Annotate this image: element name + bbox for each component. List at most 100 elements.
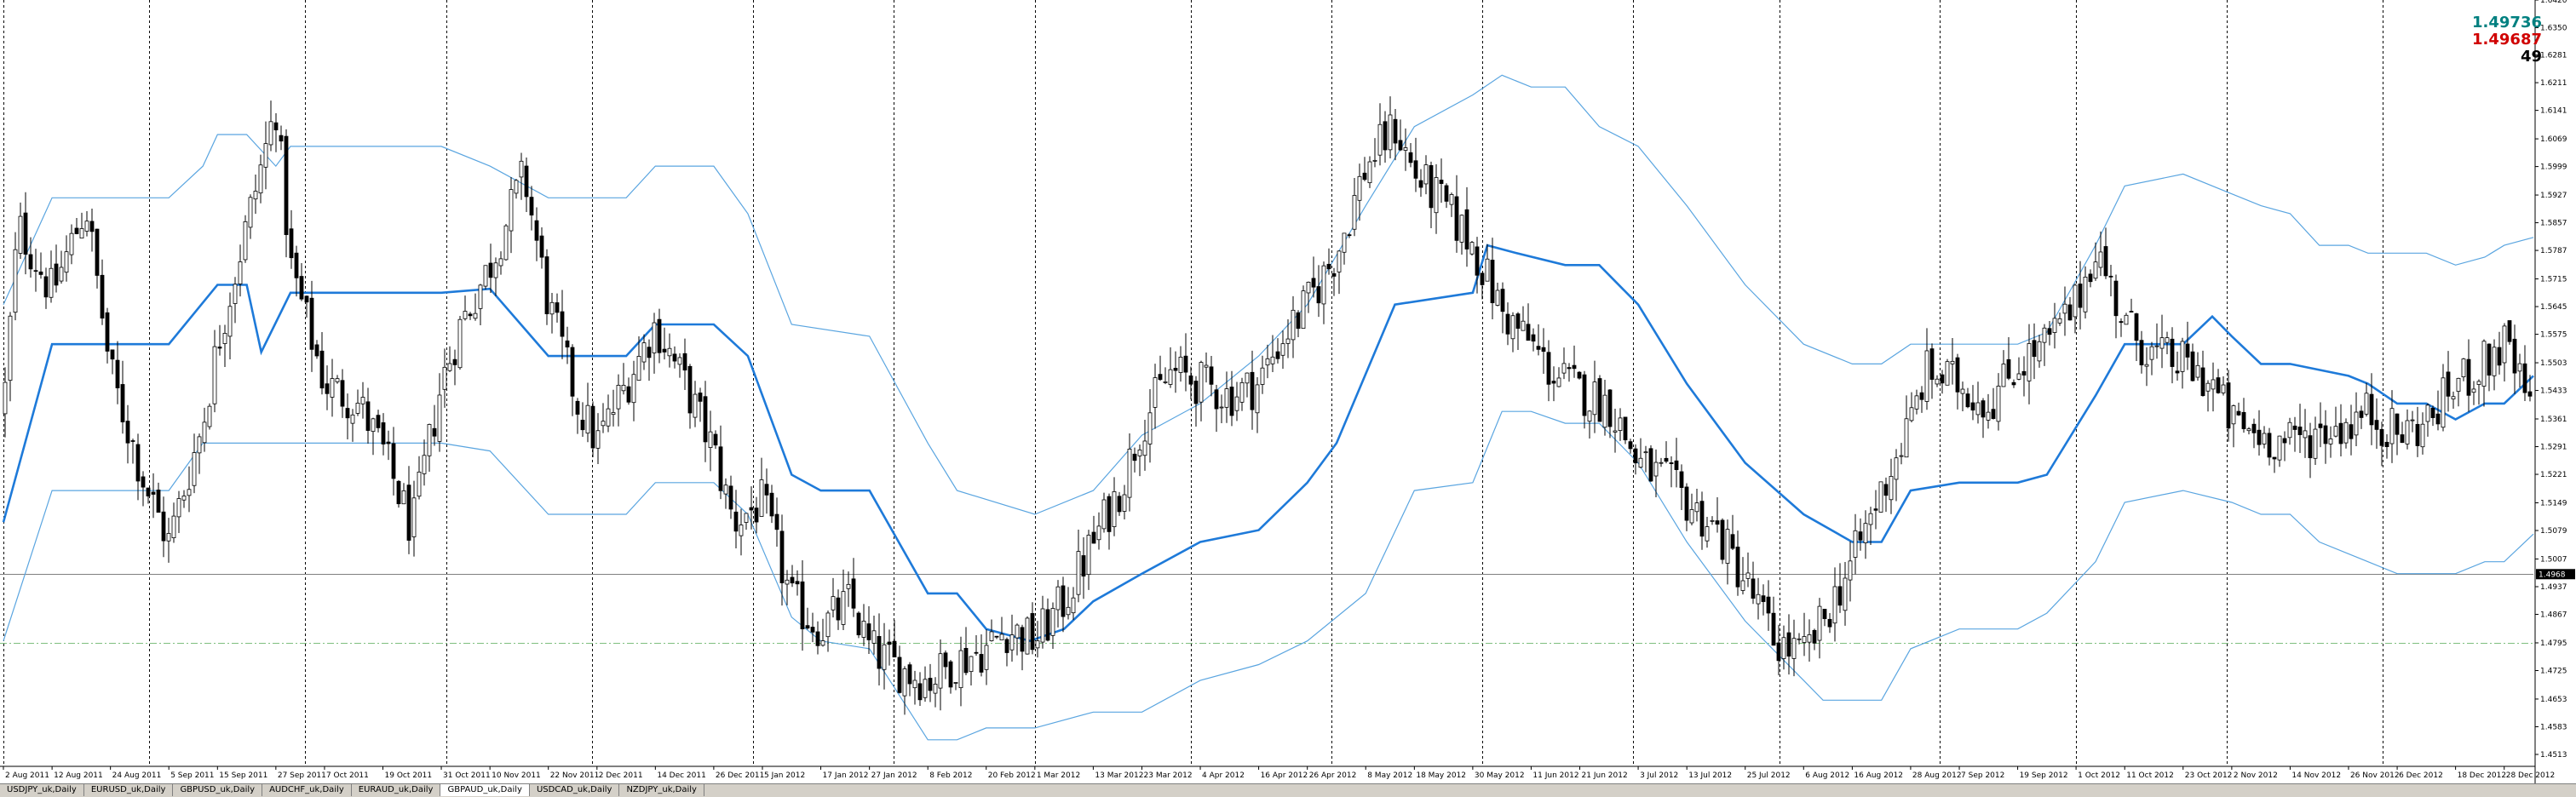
candle-body-down xyxy=(1873,508,1878,511)
candle xyxy=(1751,561,1756,605)
candle xyxy=(1275,338,1280,364)
candle xyxy=(1209,355,1214,397)
candle-body-up xyxy=(759,479,764,517)
tab-audchf[interactable]: AUDCHF_uk,Daily xyxy=(262,784,352,796)
candle-body-down xyxy=(2011,381,2016,386)
candle xyxy=(130,439,135,464)
price-tick-label: 1.5361 xyxy=(2540,416,2567,424)
candle-body-down xyxy=(1827,618,1832,628)
candle xyxy=(1040,595,1045,649)
candle xyxy=(1669,456,1674,488)
candle xyxy=(2241,398,2246,433)
candle xyxy=(478,284,483,325)
time-tick-label: 11 Oct 2012 xyxy=(2126,771,2174,780)
candle xyxy=(2497,331,2502,375)
candle xyxy=(1280,330,1285,370)
candle xyxy=(3,367,8,438)
candle-body-up xyxy=(1495,290,1500,306)
candle-body-up xyxy=(1561,363,1567,374)
candle-body-down xyxy=(1464,209,1469,249)
candle xyxy=(749,486,754,530)
tab-gbpaud[interactable]: GBPAUD_uk,Daily xyxy=(440,784,530,796)
candle-body-up xyxy=(1280,343,1285,356)
candle xyxy=(1127,433,1132,512)
candle-body-up xyxy=(595,430,601,449)
candle-body-up xyxy=(2001,364,2006,387)
candle xyxy=(1219,394,1224,424)
price-tick-label: 1.5221 xyxy=(2540,471,2567,479)
candle-body-up xyxy=(1791,638,1797,659)
price-tick-label: 1.6281 xyxy=(2540,52,2567,60)
candle xyxy=(1909,392,1914,422)
candle xyxy=(2180,337,2185,389)
candle xyxy=(785,570,790,605)
candle xyxy=(498,251,503,275)
candle-body-up xyxy=(483,265,488,287)
candle xyxy=(1950,338,1955,385)
candle xyxy=(1802,612,1807,657)
candle xyxy=(2231,404,2236,448)
candle xyxy=(999,616,1004,640)
tab-usdcad[interactable]: USDCAD_uk,Daily xyxy=(529,784,620,796)
quote-box: 1.49736 1.49687 49 xyxy=(2472,14,2542,66)
candle-body-down xyxy=(2400,434,2405,444)
candle-body-up xyxy=(820,640,825,646)
candle-body-up xyxy=(1219,406,1224,409)
candle xyxy=(1413,137,1418,192)
price-tick-label: 1.5503 xyxy=(2540,359,2567,368)
candle xyxy=(233,277,238,324)
candle xyxy=(892,620,897,658)
candle xyxy=(938,639,943,711)
candle xyxy=(2001,350,2006,387)
candle-body-down xyxy=(2349,424,2354,439)
candle-body-up xyxy=(1848,560,1853,581)
candle xyxy=(1756,577,1761,620)
candle xyxy=(1761,584,1766,616)
candle xyxy=(248,194,253,239)
candle xyxy=(89,208,95,252)
candle xyxy=(590,401,595,458)
tab-euraud[interactable]: EURAUD_uk,Daily xyxy=(351,784,441,796)
candle xyxy=(1607,388,1613,439)
time-tick-label: 6 Aug 2012 xyxy=(1805,771,1849,780)
candle xyxy=(1541,328,1546,374)
candle-body-up xyxy=(1112,491,1117,527)
candle-body-down xyxy=(1429,164,1434,209)
candle xyxy=(2374,398,2379,450)
candle xyxy=(2200,350,2205,397)
candle xyxy=(1817,598,1822,659)
candle-body-down xyxy=(345,408,350,419)
candle xyxy=(1822,608,1827,627)
candle xyxy=(243,215,248,263)
candle-body-up xyxy=(2159,337,2165,349)
tab-eurusd[interactable]: EURUSD_uk,Daily xyxy=(83,784,174,796)
candle xyxy=(1081,536,1086,599)
candle xyxy=(657,308,662,364)
candle-body-up xyxy=(1469,242,1475,255)
candle-body-down xyxy=(856,612,861,636)
tab-nzdjpy[interactable]: NZDJPY_uk,Daily xyxy=(619,784,704,796)
candle-body-up xyxy=(2073,284,2078,318)
candle xyxy=(831,577,836,618)
candle xyxy=(2205,380,2211,412)
candle xyxy=(1699,491,1705,550)
candle xyxy=(1827,612,1832,634)
candle xyxy=(1383,111,1388,163)
tab-gbpusd[interactable]: GBPUSD_uk,Daily xyxy=(173,784,263,796)
candle-body-up xyxy=(463,311,468,319)
candle xyxy=(176,490,181,533)
candle-body-down xyxy=(2395,413,2400,435)
candle-body-up xyxy=(636,356,641,381)
horizontal-lines xyxy=(0,574,2533,644)
candle xyxy=(1546,340,1551,402)
candle-body-down xyxy=(1490,260,1495,304)
time-tick-label: 22 Nov 2011 xyxy=(550,771,600,780)
candle xyxy=(2522,345,2527,402)
tab-usdjpy[interactable]: USDJPY_uk,Daily xyxy=(0,784,84,796)
candle xyxy=(1628,439,1633,454)
candle-body-up xyxy=(519,160,524,178)
candle-body-up xyxy=(2303,430,2308,439)
candle-body-down xyxy=(2047,328,2052,335)
